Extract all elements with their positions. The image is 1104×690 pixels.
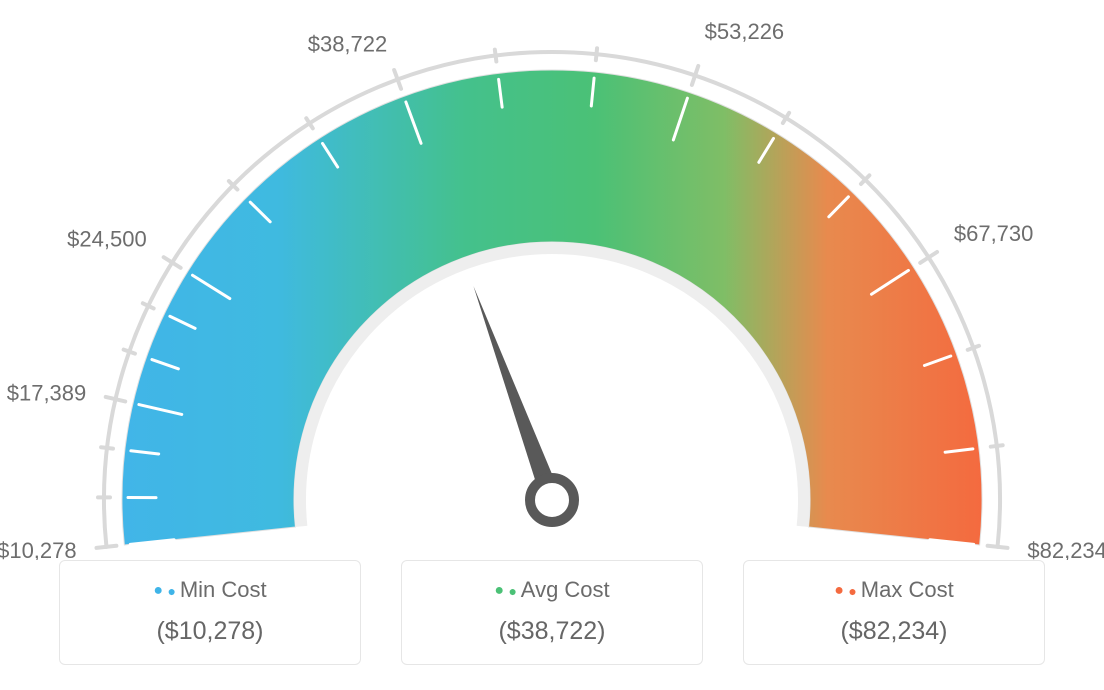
legend-avg-value: ($38,722) (402, 617, 702, 646)
gauge-tick-label: $38,722 (308, 31, 388, 56)
legend-min-title: ● Min Cost (60, 577, 360, 603)
gauge-tick-label: $17,389 (7, 380, 87, 405)
gauge-tick-label: $53,226 (705, 19, 785, 44)
legend-avg: ● Avg Cost ($38,722) (401, 560, 703, 665)
gauge-tick-label: $82,234 (1027, 538, 1104, 560)
legend-max: ● Max Cost ($82,234) (743, 560, 1045, 665)
legend-max-value: ($82,234) (744, 617, 1044, 646)
legend-max-title: ● Max Cost (744, 577, 1044, 603)
legend-row: ● Min Cost ($10,278) ● Avg Cost ($38,722… (0, 560, 1104, 665)
gauge-tick-label: $10,278 (0, 538, 77, 560)
legend-avg-title: ● Avg Cost (402, 577, 702, 603)
gauge-chart: $10,278 $17,389 $24,500 $38,722 $53,226 $67,7… (0, 0, 1104, 560)
gauge-tick-label: $24,500 (67, 227, 147, 252)
legend-min-value: ($10,278) (60, 617, 360, 646)
gauge-svg: $10,278 $17,389 $24,500 $38,722 $53,226 $67,7… (0, 0, 1104, 560)
legend-min: ● Min Cost ($10,278) (59, 560, 361, 665)
gauge-tick-label: $67,730 (954, 221, 1034, 246)
